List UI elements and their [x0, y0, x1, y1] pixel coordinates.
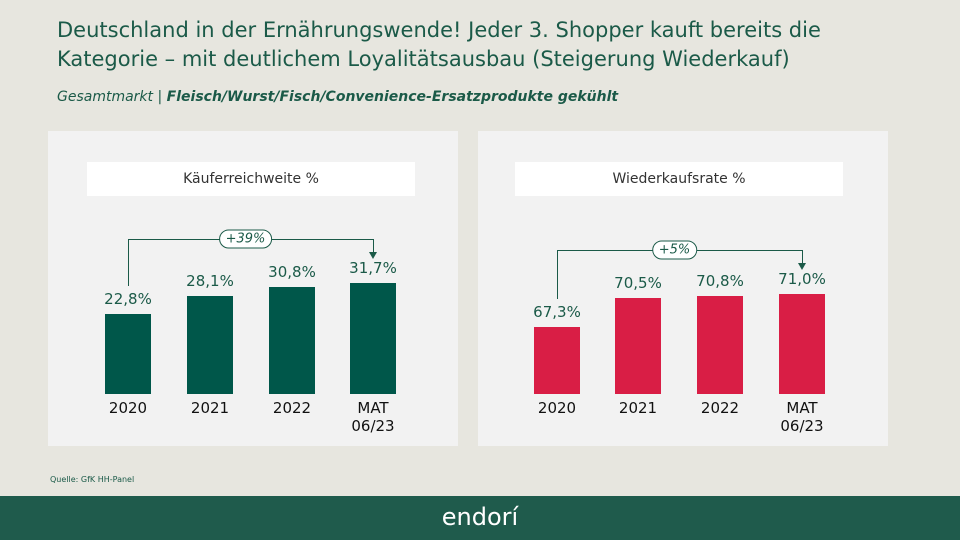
- value-label: 71,0%: [778, 269, 826, 288]
- bar: [697, 295, 743, 394]
- bracket-line: [557, 249, 558, 300]
- bracket-line: [373, 239, 374, 254]
- subtitle: Gesamtmarkt | Fleisch/Wurst/Fisch/Conven…: [57, 89, 618, 105]
- footer-band: [0, 496, 960, 540]
- value-label: 31,7%: [349, 259, 397, 278]
- x-tick-label: 2021: [190, 399, 230, 417]
- x-tick-label: 2020: [108, 399, 148, 417]
- logo: endorí: [441, 503, 519, 531]
- x-tick-label: 2020: [537, 399, 577, 417]
- bracket-line: [802, 249, 803, 264]
- title: Deutschland in der Ernährungswende! Jede…: [57, 18, 821, 71]
- bar: [269, 286, 315, 394]
- bar: [187, 295, 233, 394]
- value-label: 22,8%: [104, 290, 152, 309]
- chart-title: Wiederkaufsrate %: [515, 162, 843, 196]
- subtitle-prefix: Gesamtmarkt |: [57, 89, 163, 105]
- source: Quelle: GfK HH-Panel: [50, 475, 135, 484]
- bracket-arrow: [798, 262, 806, 270]
- value-label: 67,3%: [533, 303, 581, 322]
- bar: [350, 283, 396, 394]
- x-tick-label: MAT 06/23: [351, 399, 395, 435]
- subtitle-main: Fleisch/Wurst/Fisch/Convenience-Ersatzpr…: [166, 89, 619, 105]
- bar: [534, 327, 580, 394]
- annotation: +5%: [651, 240, 698, 260]
- chart-title: Käuferreichweite %: [87, 162, 415, 196]
- bracket-line: [128, 239, 129, 287]
- value-label: 70,8%: [696, 271, 744, 290]
- bracket-arrow: [369, 252, 377, 260]
- value-label: 70,5%: [614, 274, 662, 293]
- bar: [779, 293, 825, 394]
- value-label: 28,1%: [186, 271, 234, 290]
- x-tick-label: MAT 06/23: [780, 399, 824, 435]
- x-tick-label: 2021: [618, 399, 658, 417]
- bar: [615, 298, 661, 394]
- value-label: 30,8%: [268, 262, 316, 281]
- x-tick-label: 2022: [700, 399, 740, 417]
- x-tick-label: 2022: [272, 399, 312, 417]
- annotation: +39%: [218, 229, 273, 249]
- bar: [105, 314, 151, 394]
